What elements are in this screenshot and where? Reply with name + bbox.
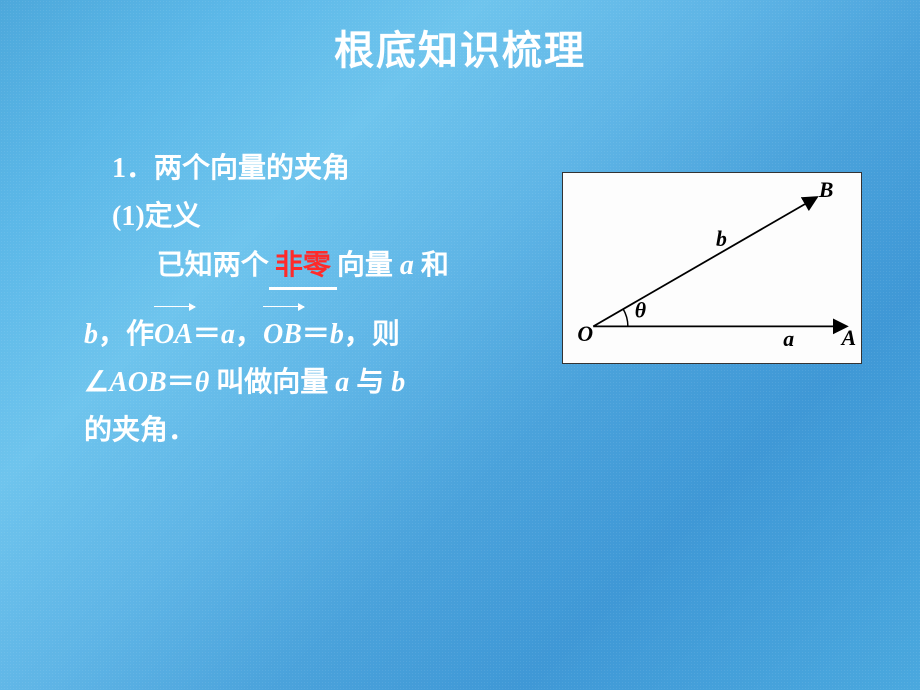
label-A: A [840, 326, 857, 350]
heading-1: 1．两个向量的夹角 [112, 148, 532, 190]
label-theta: θ [635, 298, 646, 322]
blank-answer: 非零 [275, 249, 331, 280]
theta: θ [195, 367, 210, 398]
blank-fill: 非零 [269, 244, 337, 290]
line3-c: 和 [421, 250, 449, 281]
subheading-1: (1)定义 [112, 196, 532, 238]
vector-a-2: a [335, 367, 349, 398]
vector-b: b [84, 319, 98, 350]
line4-c: ，则 [344, 319, 400, 350]
page-title: 根底知识梳理 [0, 18, 920, 76]
label-O: O [577, 322, 593, 346]
line-6: 的夹角． [84, 410, 532, 452]
vector-OB: OB [263, 308, 302, 356]
line-4: b，作OA＝a，OB＝b，则 [84, 308, 532, 356]
line3-a: 已知两个 [157, 250, 269, 281]
vector-angle-diagram: O A B θ a b [562, 172, 862, 364]
angle-sym: ∠ [84, 367, 109, 398]
vector-b-2: b [391, 367, 405, 398]
label-B: B [818, 178, 834, 202]
line5-c: 叫做向量 [209, 367, 335, 398]
line3-b: 向量 [337, 250, 393, 281]
line4-b: ， [235, 319, 263, 350]
label-vec-a: a [783, 327, 794, 351]
line-5: ∠AOB＝θ 叫做向量 a 与 b [84, 362, 532, 404]
body-text: 1．两个向量的夹角 (1)定义 已知两个非零向量 a 和 b，作OA＝a，OB＝… [112, 148, 532, 458]
vector-OA: OA [154, 308, 193, 356]
label-vec-b: b [716, 227, 727, 251]
vector-a: a [400, 250, 414, 281]
line4-a: ，作 [98, 319, 154, 350]
angle-aob: AOB [109, 367, 167, 398]
eq2-rhs: b [330, 319, 344, 350]
line-3: 已知两个非零向量 a 和 [112, 244, 532, 290]
eq1-rhs: a [221, 319, 235, 350]
line5-d: 与 [349, 367, 391, 398]
line5-eq: ＝ [167, 367, 195, 398]
